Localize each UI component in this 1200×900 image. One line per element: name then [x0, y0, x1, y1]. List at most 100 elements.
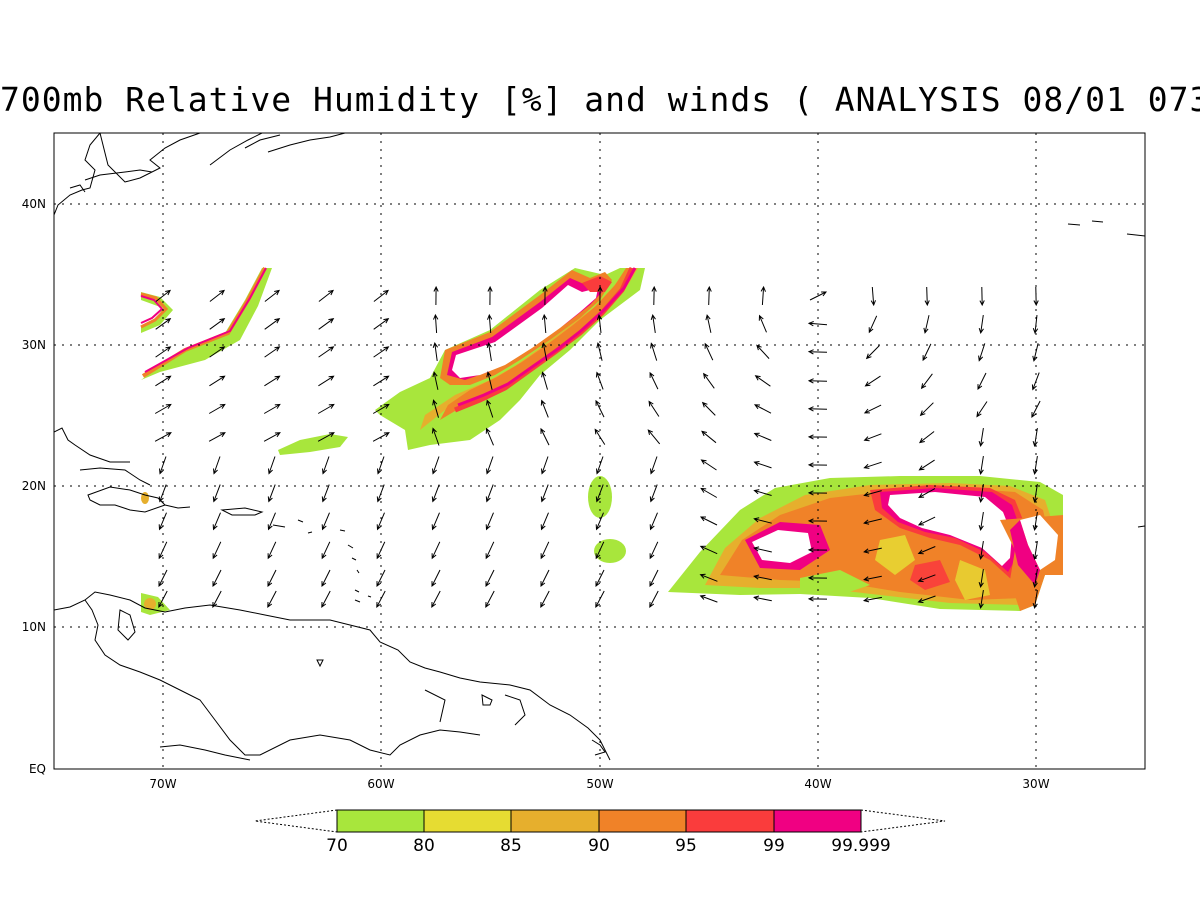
wind-arrow [862, 596, 882, 603]
wind-arrow [267, 484, 276, 503]
wind-arrow [154, 403, 172, 414]
wind-arrow [264, 346, 281, 358]
colorbar-right-extension [860, 809, 946, 833]
wind-arrow [917, 595, 936, 604]
wind-arrow [321, 512, 330, 531]
coastline-hispaniola [87, 486, 166, 513]
wind-arrow [1032, 512, 1038, 532]
wind-arrow [263, 432, 281, 442]
wind-arrow [863, 575, 882, 582]
wind-arrow [918, 431, 935, 444]
wind-arrow [486, 371, 493, 390]
wind-arrow [373, 289, 389, 302]
wind-arrow [596, 313, 603, 333]
wind-arrow [267, 541, 277, 560]
wind-arrow [923, 315, 930, 334]
colorbar-swatch [685, 809, 775, 833]
colorbar-label: 80 [413, 836, 435, 856]
wind-arrow [1032, 315, 1039, 335]
wind-arrow [758, 314, 767, 333]
wind-arrow [485, 427, 494, 446]
dry-pocket-east [888, 492, 1012, 566]
wind-arrow [431, 590, 441, 609]
wind-arrow [753, 546, 772, 553]
wind-arrow [376, 569, 386, 588]
wind-arrow [212, 590, 222, 609]
colorbar-label: 99 [763, 836, 785, 856]
wind-arrow [318, 375, 335, 387]
wind-arrow [212, 541, 222, 560]
colorbar-label: 99.999 [831, 836, 890, 856]
wind-arrow [756, 344, 770, 359]
coastline-north-america [54, 133, 201, 216]
wind-arrow [432, 456, 440, 475]
x-tick-label: 60W [367, 777, 394, 791]
wind-arrow [701, 401, 716, 416]
x-tick-label: 70W [149, 777, 176, 791]
wind-arrow [155, 318, 172, 330]
wind-arrow [919, 402, 934, 417]
wind-arrow [432, 399, 439, 418]
wind-arrow [209, 375, 226, 387]
wind-arrow [706, 285, 712, 306]
wind-arrow [373, 318, 390, 330]
humidity-patch-central [278, 434, 348, 455]
humidity-shading [140, 266, 1063, 615]
wind-arrow [155, 289, 171, 302]
wind-arrow [542, 285, 548, 306]
wind-vectors [154, 285, 1041, 610]
wind-arrow [979, 286, 985, 307]
wind-arrow [864, 375, 881, 387]
wind-arrow [377, 456, 385, 475]
wind-arrow [595, 569, 605, 588]
wind-arrow [699, 594, 718, 603]
y-tick-label: 20N [22, 479, 46, 493]
wind-arrow [700, 459, 717, 471]
colorbar-swatch [423, 809, 512, 833]
colorbar-swatch [510, 809, 600, 833]
wind-arrow [318, 318, 335, 330]
wind-arrow [487, 313, 493, 334]
coastline-florida [54, 427, 130, 463]
wind-arrow [699, 573, 718, 582]
wind-arrow [649, 512, 658, 531]
wind-arrow [918, 459, 935, 471]
wind-arrow [541, 313, 548, 334]
wind-arrow [922, 343, 932, 362]
wind-arrow [485, 541, 495, 560]
wind-arrow [208, 432, 226, 442]
wind-arrow [807, 462, 828, 468]
wind-arrow [540, 484, 549, 503]
wind-arrow [978, 590, 984, 610]
wind-arrow [649, 590, 659, 609]
wind-arrow [209, 318, 226, 330]
wind-arrow [321, 541, 331, 560]
colorbar-label: 95 [675, 836, 697, 856]
x-tick-label: 50W [586, 777, 613, 791]
wind-arrow [753, 432, 772, 441]
wind-arrow [978, 484, 984, 504]
wind-arrow [978, 315, 984, 335]
wind-arrow [317, 403, 335, 414]
wind-arrow [485, 569, 495, 588]
wind-arrow [540, 399, 549, 418]
humidity-patch-50w-north [588, 476, 612, 518]
wind-arrow [321, 569, 331, 588]
wind-arrow [1032, 569, 1038, 589]
wind-arrow [432, 341, 439, 361]
plot-frame [53, 132, 1146, 770]
wind-arrow [596, 456, 604, 475]
wind-arrow [486, 399, 494, 418]
wind-arrow [321, 484, 330, 503]
wind-arrow [978, 343, 986, 362]
wind-arrow [432, 371, 439, 390]
wind-arrow [1032, 456, 1038, 476]
wind-arrow [917, 546, 936, 555]
wind-arrow [870, 286, 876, 307]
coastline-south-america [54, 591, 611, 761]
grid-lines [54, 133, 1145, 769]
wind-arrow [978, 428, 984, 448]
wind-arrow [978, 512, 984, 532]
y-tick-label: 30N [22, 338, 46, 352]
wind-arrow [650, 456, 658, 475]
